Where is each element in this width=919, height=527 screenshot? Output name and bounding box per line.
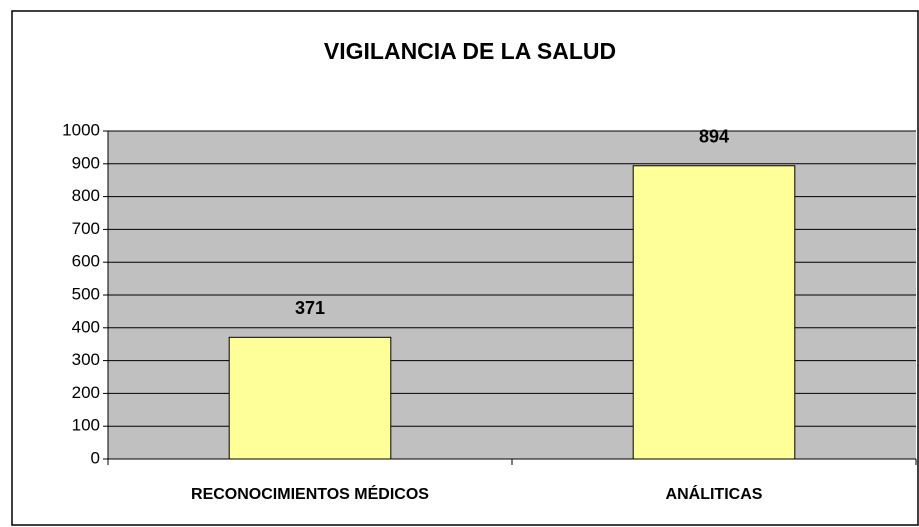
x-tick-label: ANÁLITICAS bbox=[666, 484, 763, 503]
y-tick-label: 800 bbox=[72, 186, 100, 205]
y-tick-label: 500 bbox=[72, 284, 100, 303]
y-tick-label: 300 bbox=[72, 350, 100, 369]
y-tick-label: 1000 bbox=[62, 120, 100, 139]
x-tick-label: RECONOCIMIENTOS MÉDICOS bbox=[191, 484, 429, 503]
y-tick-label: 0 bbox=[91, 448, 100, 467]
bar bbox=[228, 336, 392, 460]
y-tick-label: 700 bbox=[72, 219, 100, 238]
bar bbox=[632, 165, 796, 460]
value-label: 371 bbox=[295, 298, 325, 318]
chart-title: VIGILANCIA DE LA SALUD bbox=[324, 38, 616, 64]
y-tick-label: 200 bbox=[72, 383, 100, 402]
y-tick-label: 100 bbox=[72, 416, 100, 435]
y-tick-label: 400 bbox=[72, 317, 100, 336]
y-tick-label: 900 bbox=[72, 153, 100, 172]
value-label: 894 bbox=[699, 127, 729, 147]
y-tick-label: 600 bbox=[72, 252, 100, 271]
